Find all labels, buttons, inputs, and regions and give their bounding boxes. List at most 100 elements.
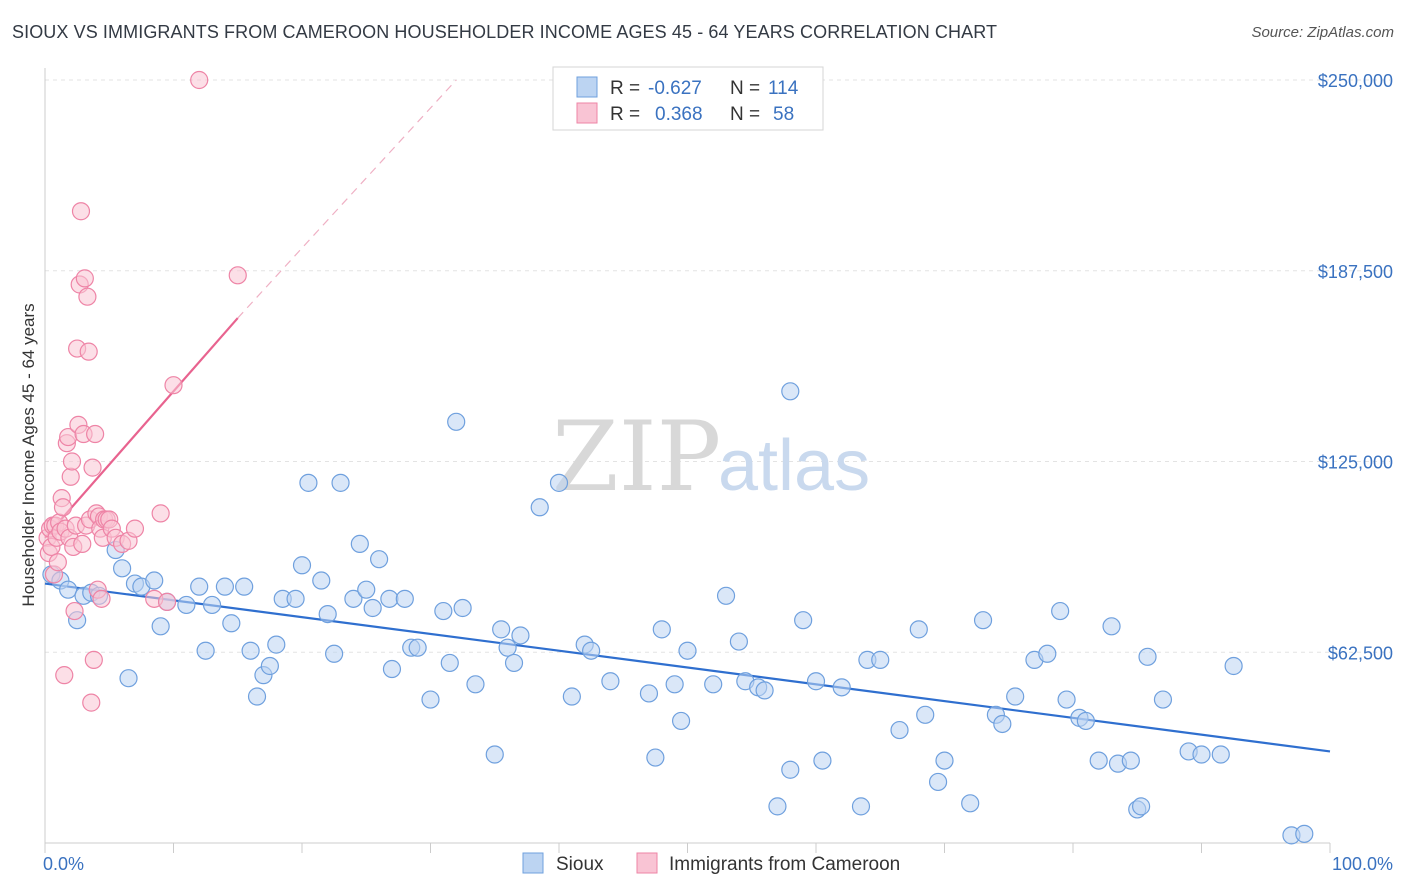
data-point bbox=[86, 424, 105, 444]
trend-line-cameroon bbox=[44, 317, 239, 539]
data-point bbox=[202, 595, 222, 615]
bottom-legend-swatch-sioux bbox=[522, 852, 544, 874]
y-tick-labels: $62,500 $125,000 $187,500 $250,000 bbox=[1318, 71, 1393, 663]
trend-lines bbox=[44, 79, 1331, 753]
data-point bbox=[909, 620, 928, 639]
data-point bbox=[247, 687, 267, 706]
data-point bbox=[928, 772, 948, 792]
trend-line-cameroon-extension bbox=[237, 79, 457, 319]
data-point bbox=[119, 669, 138, 688]
data-point bbox=[190, 577, 209, 596]
data-point bbox=[511, 626, 530, 645]
data-point bbox=[241, 641, 260, 660]
data-point bbox=[466, 675, 485, 694]
data-point bbox=[215, 577, 234, 596]
data-point bbox=[639, 684, 659, 703]
data-point bbox=[678, 641, 697, 660]
data-point bbox=[331, 473, 350, 492]
data-point bbox=[716, 586, 736, 605]
data-point bbox=[370, 550, 389, 569]
data-point bbox=[1006, 687, 1025, 706]
x-tick-label: 100.0% bbox=[1332, 854, 1393, 874]
data-point bbox=[48, 553, 67, 572]
data-point bbox=[59, 580, 78, 599]
data-point bbox=[235, 577, 254, 596]
data-point bbox=[75, 269, 94, 288]
data-point bbox=[440, 653, 459, 673]
data-point bbox=[196, 641, 215, 660]
x-tick-labels: 0.0% 100.0% bbox=[43, 854, 1393, 874]
source-credit: Source: ZipAtlas.com bbox=[1251, 24, 1394, 41]
data-point bbox=[582, 641, 601, 660]
data-point bbox=[62, 452, 82, 471]
data-point bbox=[1224, 656, 1243, 676]
data-point bbox=[671, 711, 691, 731]
legend-r-value: -0.627 bbox=[648, 78, 702, 99]
data-point bbox=[498, 638, 517, 657]
data-point bbox=[851, 797, 871, 816]
data-point bbox=[286, 589, 305, 608]
data-point bbox=[151, 504, 170, 523]
data-point bbox=[344, 589, 363, 608]
data-point bbox=[434, 601, 453, 621]
data-point bbox=[492, 620, 511, 639]
data-point bbox=[562, 687, 581, 706]
data-point bbox=[73, 534, 92, 554]
y-tick-label: $62,500 bbox=[1328, 643, 1393, 663]
data-point bbox=[961, 794, 980, 813]
y-axis-label: Householder Income Ages 45 - 64 years bbox=[19, 303, 38, 606]
watermark-atlas: atlas bbox=[718, 426, 870, 506]
data-point bbox=[318, 604, 337, 624]
data-point bbox=[781, 382, 800, 401]
data-point bbox=[1138, 647, 1157, 666]
data-point bbox=[78, 287, 97, 306]
watermark-zip: ZIP bbox=[552, 401, 721, 513]
data-point bbox=[890, 720, 909, 740]
data-point bbox=[312, 571, 331, 590]
legend-frame bbox=[552, 66, 824, 131]
data-point bbox=[549, 473, 569, 492]
data-point bbox=[84, 650, 103, 669]
data-point bbox=[145, 571, 164, 590]
y-tick-label: $250,000 bbox=[1318, 71, 1393, 91]
data-point bbox=[646, 748, 665, 767]
data-point bbox=[79, 342, 98, 361]
data-point bbox=[260, 656, 279, 676]
y-tick-label: $187,500 bbox=[1318, 262, 1393, 282]
data-point bbox=[157, 592, 177, 611]
y-tick-label: $125,000 bbox=[1318, 453, 1393, 473]
series-sioux bbox=[42, 382, 1314, 845]
data-point bbox=[125, 519, 145, 538]
data-point bbox=[1089, 751, 1108, 770]
bottom-legend-swatch-cameroon bbox=[636, 852, 658, 874]
data-point bbox=[652, 620, 671, 639]
data-point bbox=[1192, 745, 1211, 764]
data-point bbox=[1038, 644, 1057, 663]
data-point bbox=[350, 534, 369, 554]
data-point bbox=[832, 678, 851, 697]
data-point bbox=[61, 467, 80, 486]
data-point bbox=[83, 458, 102, 477]
legend-r-label: R = bbox=[610, 78, 640, 99]
data-point bbox=[190, 70, 209, 90]
data-point bbox=[55, 666, 74, 685]
data-point bbox=[601, 672, 620, 691]
legend-n-label: N = bbox=[730, 78, 760, 99]
data-points bbox=[38, 70, 1314, 845]
data-point bbox=[755, 681, 774, 700]
legend-n-value: 58 bbox=[773, 104, 794, 125]
legend-box: R = -0.627 N = 114 R = 0.368 N = 58 bbox=[552, 66, 824, 131]
data-point bbox=[1102, 617, 1121, 636]
data-point bbox=[729, 632, 749, 651]
data-point bbox=[408, 638, 427, 657]
bottom-legend-label-sioux: Sioux bbox=[556, 854, 604, 875]
data-point bbox=[993, 714, 1012, 734]
data-point bbox=[781, 760, 800, 779]
data-point bbox=[380, 589, 399, 608]
axes bbox=[44, 68, 1331, 853]
data-point bbox=[82, 693, 101, 712]
data-point bbox=[65, 601, 84, 621]
data-point bbox=[53, 498, 73, 517]
watermark: ZIP atlas bbox=[552, 401, 870, 513]
series-cameroon bbox=[38, 70, 247, 712]
